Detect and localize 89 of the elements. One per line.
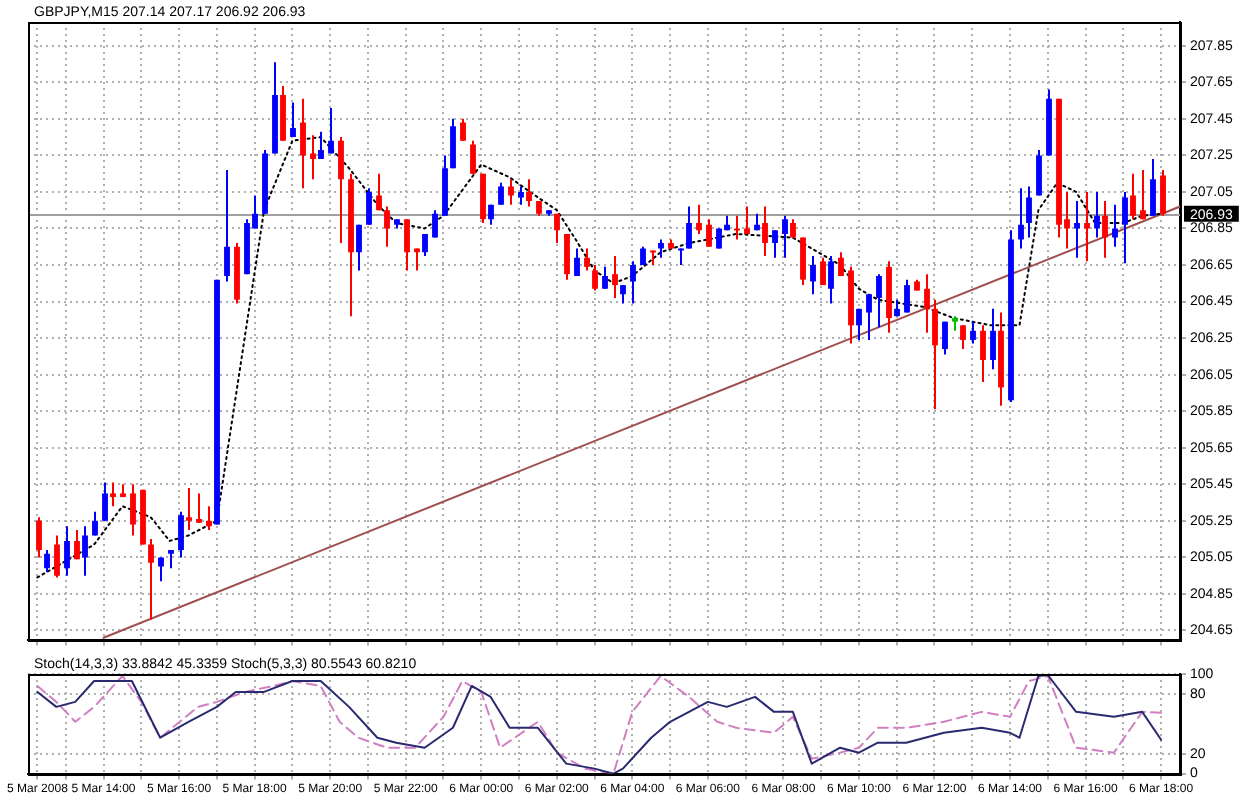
line-series xyxy=(36,136,1163,579)
candlestick xyxy=(432,209,438,239)
candlestick xyxy=(470,139,476,175)
candlestick xyxy=(1112,203,1118,248)
candlestick xyxy=(990,307,996,371)
candlestick xyxy=(186,486,192,531)
candlestick xyxy=(64,525,70,577)
candlestick xyxy=(658,238,664,259)
candlestick xyxy=(508,178,514,206)
candlestick xyxy=(178,510,184,559)
candlestick xyxy=(838,251,844,277)
candlestick xyxy=(1084,190,1090,263)
candlestick xyxy=(762,205,768,257)
candlestick xyxy=(828,254,834,305)
candlestick xyxy=(36,516,42,559)
candlestick xyxy=(384,205,390,248)
candlestick xyxy=(744,205,750,235)
candlestick xyxy=(592,264,598,292)
candlestick xyxy=(706,218,712,248)
candlestick xyxy=(734,214,740,241)
candlestick xyxy=(310,134,316,181)
candlestick xyxy=(404,218,410,272)
candlestick xyxy=(300,97,306,190)
candlestick xyxy=(518,185,524,206)
candlestick xyxy=(442,154,448,217)
candlestick xyxy=(1026,185,1032,239)
candlestick xyxy=(782,214,788,259)
candlestick xyxy=(1122,190,1128,265)
candlestick xyxy=(866,293,872,341)
candlestick xyxy=(168,549,174,570)
candlestick xyxy=(82,525,88,577)
candlestick xyxy=(158,556,164,583)
candlestick xyxy=(450,117,456,170)
candlestick xyxy=(338,136,344,245)
candlestick xyxy=(102,481,108,522)
candlestick xyxy=(74,528,80,561)
candlestick xyxy=(328,106,334,155)
candlestick xyxy=(224,169,230,283)
candlestick xyxy=(960,324,966,351)
candlestick xyxy=(1102,200,1108,259)
candlestick xyxy=(584,247,590,272)
candlestick xyxy=(318,130,324,161)
candlestick xyxy=(924,273,930,334)
candlestick xyxy=(206,505,212,531)
candlestick xyxy=(696,203,702,235)
candlestick xyxy=(480,172,486,224)
candlestick xyxy=(1074,200,1080,259)
candlestick xyxy=(460,117,466,142)
candlestick xyxy=(970,320,976,345)
candlestick xyxy=(148,538,154,621)
candlestick xyxy=(290,101,296,139)
candlestick xyxy=(620,284,626,305)
candlestick xyxy=(630,260,636,305)
candlestick xyxy=(130,483,136,537)
candlestick xyxy=(932,298,938,411)
candlestick xyxy=(564,232,570,281)
candlestick xyxy=(1130,172,1136,221)
candlestick xyxy=(1036,148,1042,197)
candlestick xyxy=(44,549,50,573)
candlestick xyxy=(196,492,202,524)
candlestick xyxy=(1018,187,1024,250)
candlestick xyxy=(790,218,796,239)
candlestick xyxy=(574,247,580,277)
candlestick xyxy=(904,278,910,314)
candlestick xyxy=(942,320,948,356)
candlestick xyxy=(280,84,286,142)
candlestick xyxy=(810,254,816,296)
candlestick xyxy=(1160,169,1166,217)
candlestick xyxy=(800,236,806,287)
candlestick xyxy=(54,534,60,579)
candlestick xyxy=(1150,158,1156,217)
candlestick xyxy=(1140,169,1146,221)
candlestick xyxy=(498,181,504,206)
candlestick xyxy=(612,254,618,299)
candlestick xyxy=(876,273,882,329)
candlestick xyxy=(356,223,362,272)
candlestick xyxy=(110,481,116,508)
candlestick xyxy=(856,307,862,341)
candlestick xyxy=(526,178,532,208)
candlestick xyxy=(650,249,656,267)
candlestick xyxy=(820,256,826,287)
candlestick xyxy=(366,187,372,226)
candlestick xyxy=(602,265,608,290)
candlestick xyxy=(686,205,692,250)
candlestick xyxy=(1094,190,1100,239)
candlestick xyxy=(376,172,382,212)
candlestick xyxy=(554,212,560,245)
candlestick xyxy=(980,324,986,383)
candlestick xyxy=(772,229,778,259)
